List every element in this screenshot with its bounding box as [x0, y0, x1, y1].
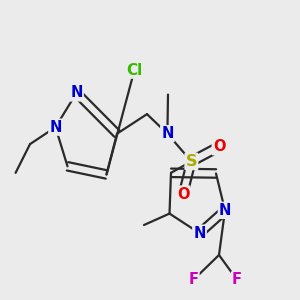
Text: N: N [219, 203, 231, 218]
Text: N: N [161, 126, 174, 141]
Text: N: N [70, 85, 83, 100]
Text: N: N [49, 120, 62, 135]
Text: O: O [213, 139, 225, 154]
Text: O: O [177, 187, 189, 202]
Text: F: F [188, 272, 199, 287]
Text: S: S [186, 154, 197, 169]
Text: F: F [232, 272, 242, 287]
Text: N: N [193, 226, 206, 241]
Text: Cl: Cl [126, 63, 142, 78]
